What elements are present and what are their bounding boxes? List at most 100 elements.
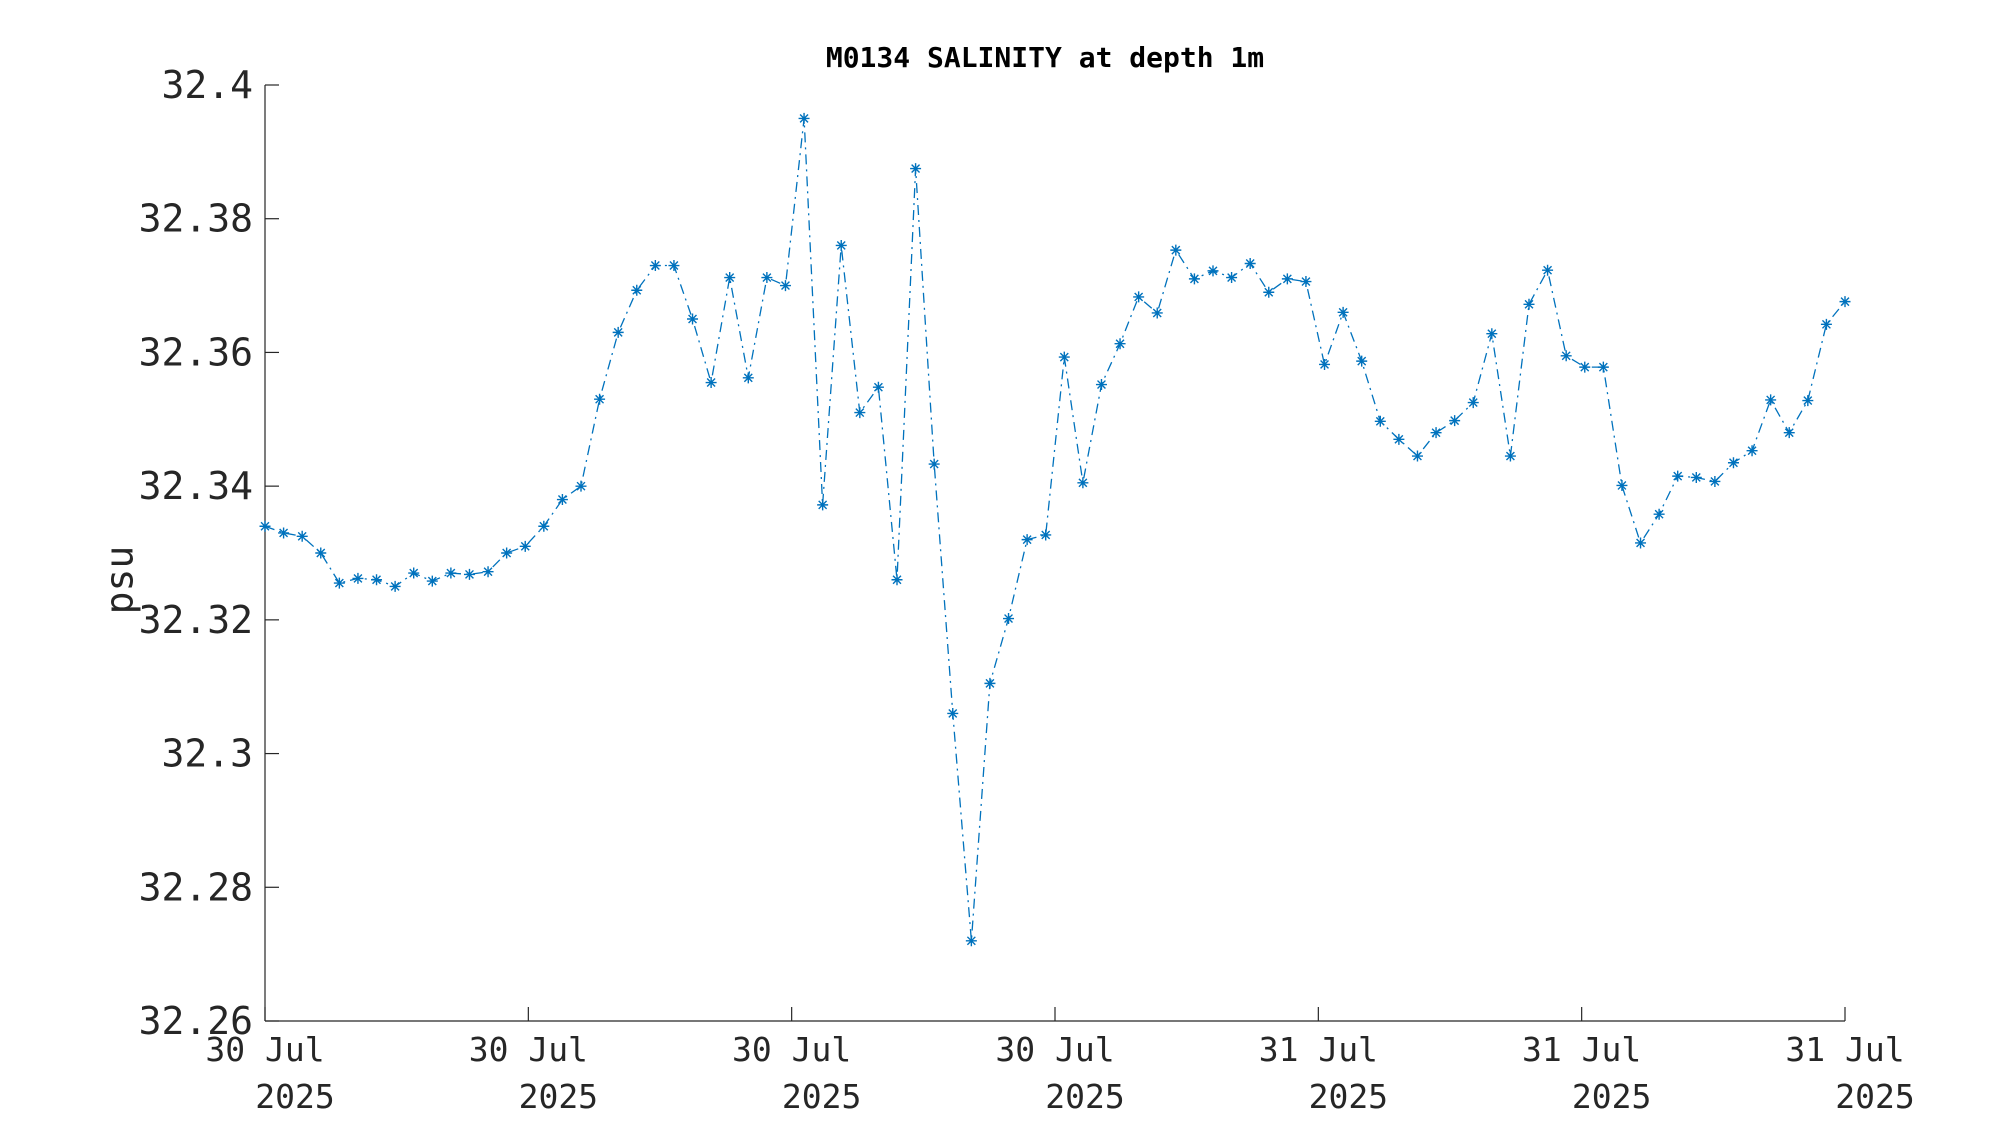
data-point [835, 239, 847, 251]
x-tick-label-date: 30 Jul [205, 1030, 324, 1069]
data-point [1095, 379, 1107, 391]
x-tick-label-date: 30 Jul [732, 1030, 851, 1069]
data-point [854, 407, 866, 419]
data-point [1467, 397, 1479, 409]
data-point [965, 935, 977, 947]
data-point [1337, 306, 1349, 318]
data-point [1319, 358, 1331, 370]
data-point [519, 540, 531, 552]
x-tick-label-date: 31 Jul [1259, 1030, 1378, 1069]
data-point [352, 572, 364, 584]
data-point [1300, 276, 1312, 288]
data-point [947, 707, 959, 719]
data-point [1820, 318, 1832, 330]
data-point [817, 499, 829, 511]
data-point [259, 520, 271, 532]
data-point [594, 393, 606, 405]
x-tick-label-year: 2025 [519, 1077, 598, 1116]
x-tick-label-date: 31 Jul [1785, 1030, 1904, 1069]
data-point [501, 547, 513, 559]
data-point [1207, 265, 1219, 277]
data-point [1151, 307, 1163, 319]
data-point [1783, 427, 1795, 439]
data-point [1281, 273, 1293, 285]
data-point [798, 112, 810, 124]
data-point [1690, 471, 1702, 483]
data-point [891, 574, 903, 586]
data-point [1114, 338, 1126, 350]
data-point [1765, 394, 1777, 406]
data-point [1746, 445, 1758, 457]
data-point [1542, 264, 1554, 276]
x-tick-label-year: 2025 [1835, 1077, 1914, 1116]
data-point [1523, 298, 1535, 310]
data-point [371, 574, 383, 586]
data-point [538, 520, 550, 532]
data-point [1616, 479, 1628, 491]
data-point [705, 377, 717, 389]
data-point [984, 677, 996, 689]
data-point [1802, 395, 1814, 407]
y-tick-label: 32.28 [139, 865, 253, 909]
x-tick-label-date: 30 Jul [469, 1030, 588, 1069]
x-tick-label-date: 30 Jul [995, 1030, 1114, 1069]
x-tick-label-year: 2025 [255, 1077, 334, 1116]
data-point [1263, 286, 1275, 298]
data-point [1449, 415, 1461, 427]
data-point [1021, 534, 1033, 546]
plot-area: 32.26 32.28 32.3 32.32 32.34 32.36 32.38 32.4 30… [139, 63, 1915, 1116]
data-point [278, 527, 290, 539]
data-point [1003, 613, 1015, 625]
data-point [463, 568, 475, 580]
y-tick-label: 32.26 [139, 999, 253, 1043]
data-point [1672, 470, 1684, 482]
data-point [1486, 328, 1498, 340]
y-tick-label: 32.4 [161, 63, 253, 107]
data-point [687, 313, 699, 325]
data-point [1839, 296, 1851, 308]
data-point [1635, 537, 1647, 549]
data-point [742, 372, 754, 384]
y-tick-label: 32.32 [139, 598, 253, 642]
x-tick-label-year: 2025 [1309, 1077, 1388, 1116]
y-tick-label: 32.36 [139, 330, 253, 374]
data-point [1597, 361, 1609, 373]
y-axis-label: psu [98, 546, 142, 615]
x-tick-label-date: 31 Jul [1522, 1030, 1641, 1069]
data-point [1374, 415, 1386, 427]
data-point [1709, 475, 1721, 487]
data-point [315, 547, 327, 559]
data-point [389, 580, 401, 592]
data-point [612, 326, 624, 338]
y-tick-label: 32.3 [161, 732, 253, 776]
data-point [575, 480, 587, 492]
data-point [1170, 244, 1182, 256]
data-point [445, 567, 457, 579]
data-point [668, 260, 680, 272]
data-point [1560, 350, 1572, 362]
data-point [761, 272, 773, 284]
data-point [1040, 529, 1052, 541]
data-point [1058, 351, 1070, 363]
data-point [1430, 427, 1442, 439]
data-point [1244, 258, 1256, 270]
data-point [872, 381, 884, 393]
data-point [910, 163, 922, 175]
data-point [333, 577, 345, 589]
data-point [1579, 361, 1591, 373]
x-tick-label-year: 2025 [782, 1077, 861, 1116]
data-point [649, 260, 661, 272]
data-point [426, 575, 438, 587]
data-point [1504, 450, 1516, 462]
data-point [1356, 355, 1368, 367]
data-point [482, 566, 494, 578]
data-point [1077, 477, 1089, 489]
data-point [1393, 433, 1405, 445]
y-tick-label: 32.34 [139, 464, 253, 508]
data-point [779, 280, 791, 292]
x-tick-label-year: 2025 [1045, 1077, 1124, 1116]
data-point [724, 272, 736, 284]
chart-title: M0134 SALINITY at depth 1m [826, 41, 1264, 74]
